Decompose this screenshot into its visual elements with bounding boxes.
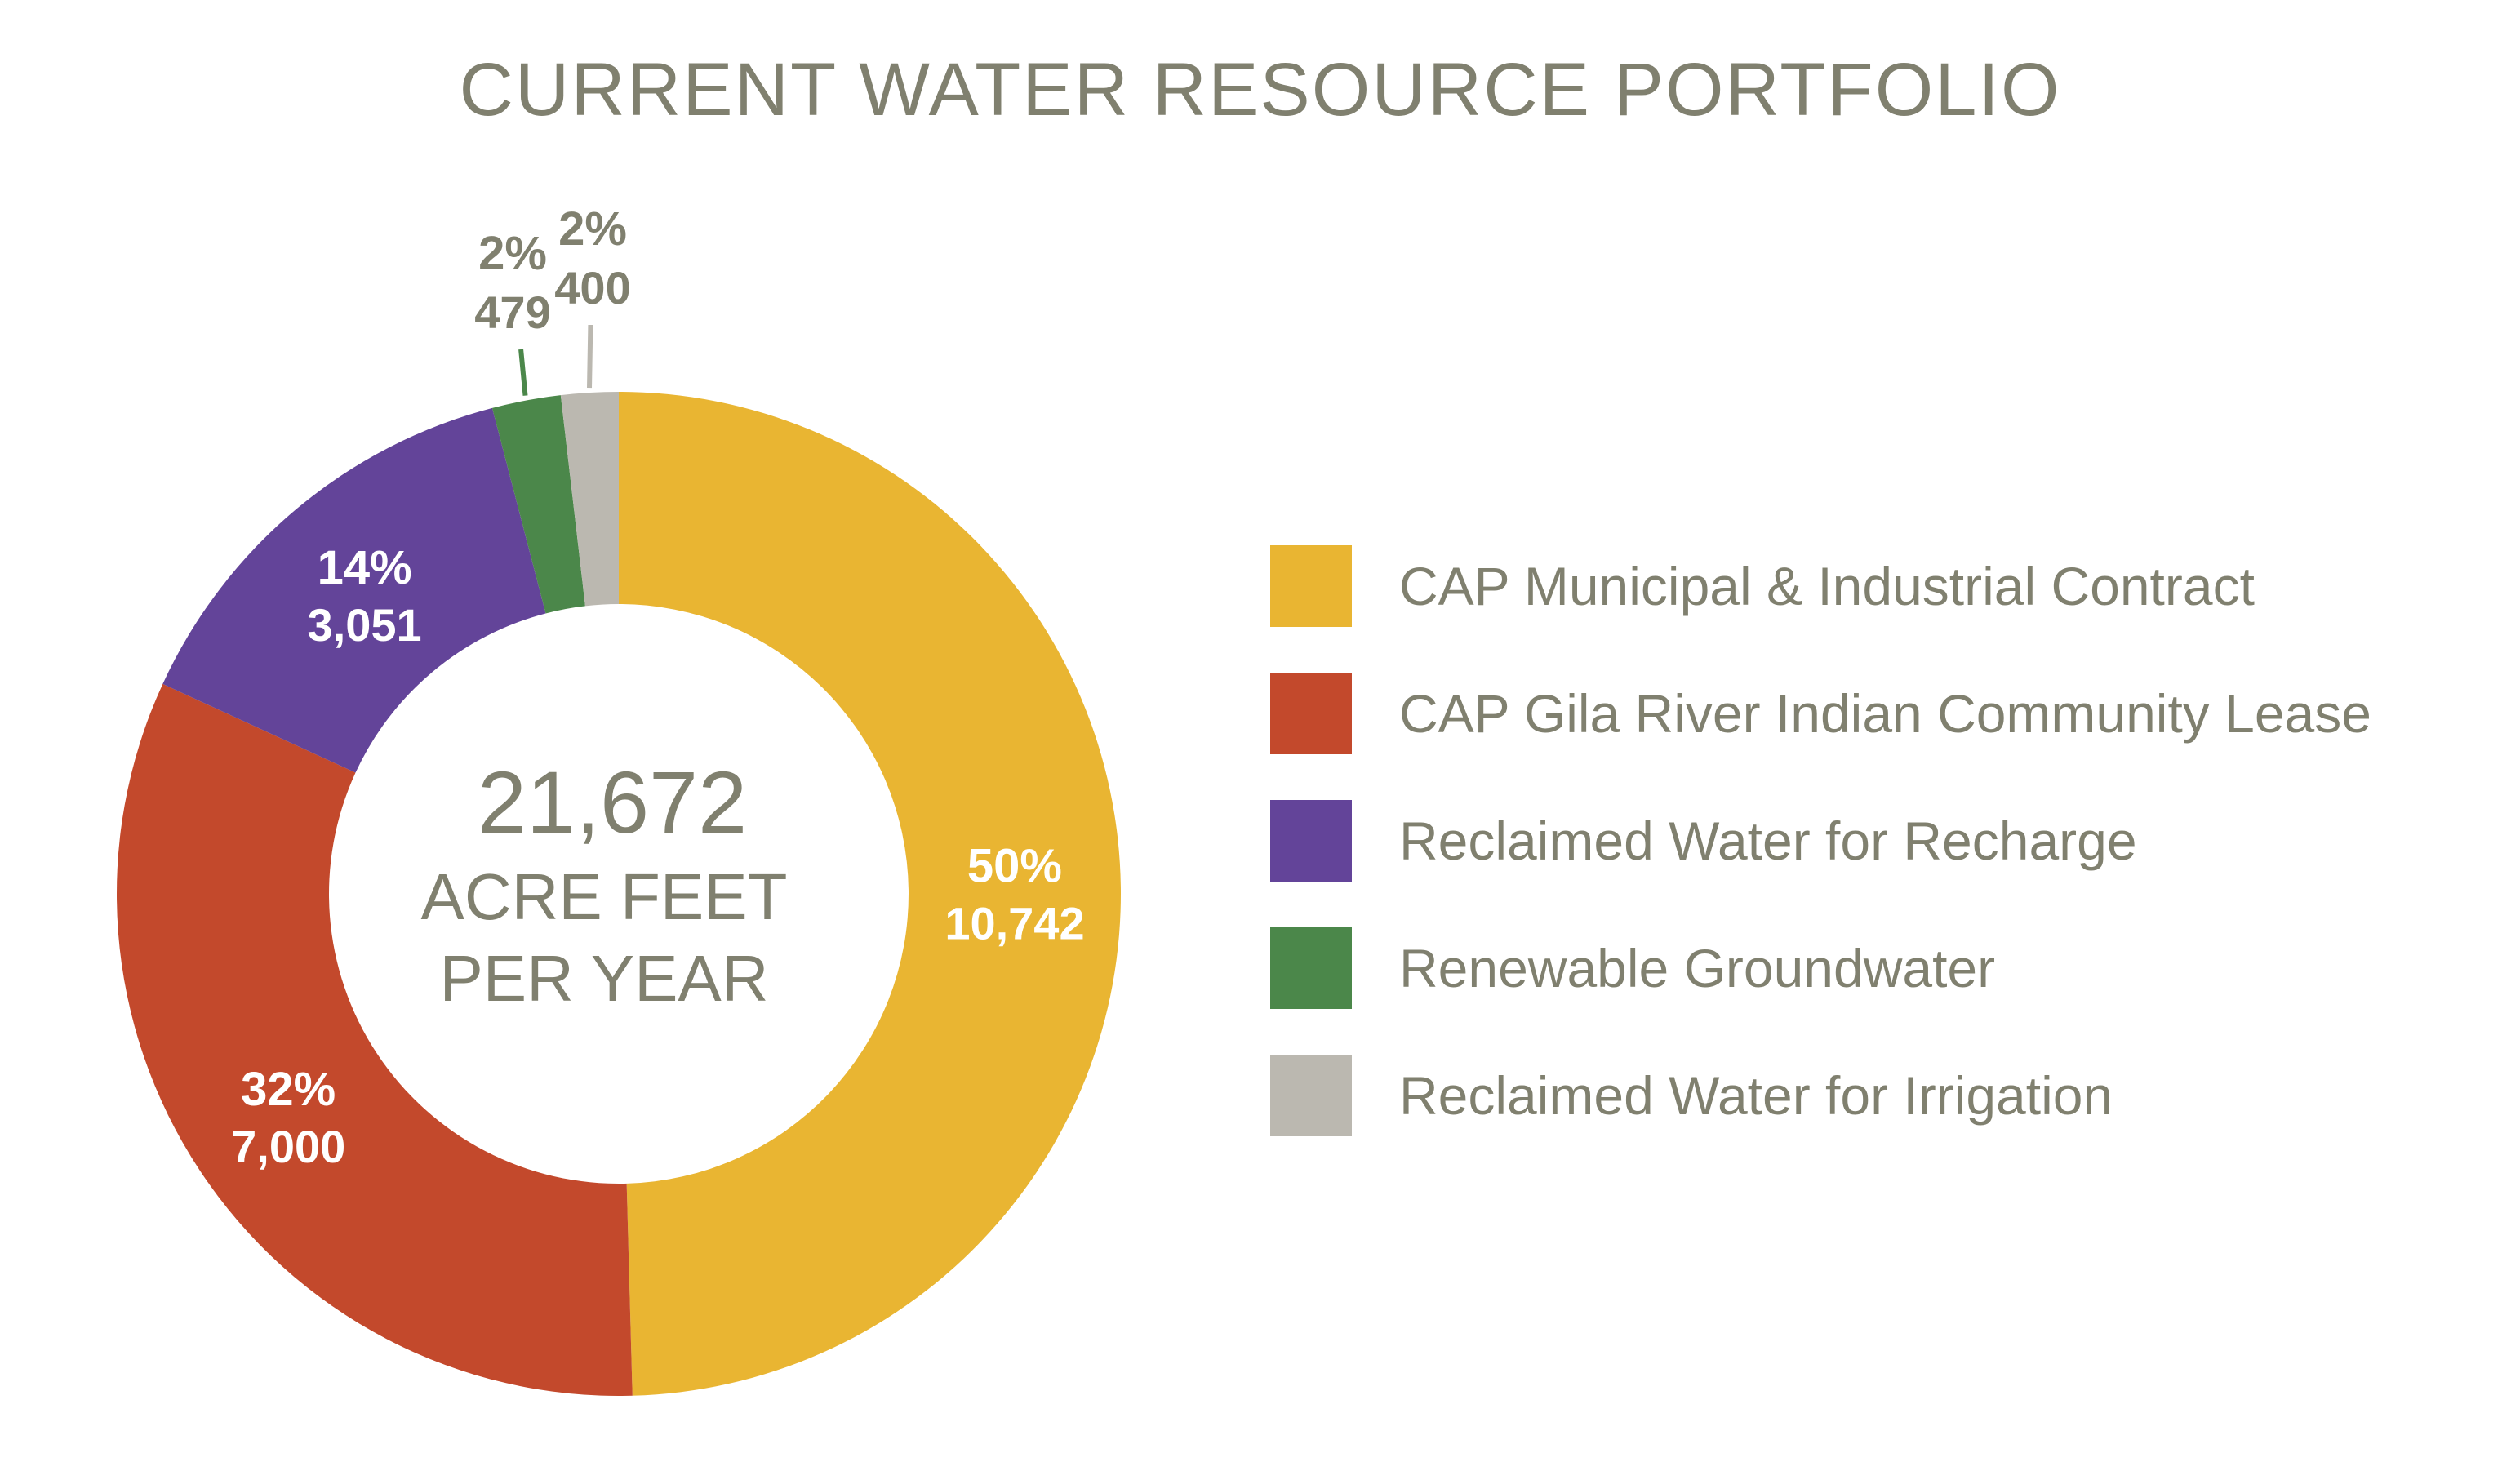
leader-line: [587, 324, 593, 389]
legend-item-renewable-groundwater: Renewable Groundwater: [1270, 927, 2371, 1009]
center-unit-line1: ACRE FEET: [421, 860, 788, 933]
slice-value-label: 3,051: [308, 599, 422, 651]
center-unit-line2: PER YEAR: [439, 942, 768, 1015]
legend-swatch: [1270, 545, 1352, 627]
slice-cap-municipal-and-industrial-contract: [619, 392, 1121, 1396]
donut-slices: [116, 392, 1121, 1396]
legend-item-cap-municipal-and-industrial-contract: CAP Municipal & Industrial Contract: [1270, 545, 2371, 627]
slice-cap-gila-river-indian-community-lease: [116, 683, 633, 1396]
slice-reclaimed-water-for-irrigation: [560, 392, 619, 607]
legend-swatch: [1270, 927, 1352, 1009]
slice-percent-label: 32%: [241, 1063, 336, 1116]
leader-lines: [518, 324, 593, 396]
slice-percent-label: 2%: [558, 202, 627, 256]
chart-title: CURRENT WATER RESOURCE PORTFOLIO: [459, 48, 2061, 131]
legend-item-reclaimed-water-for-recharge: Reclaimed Water for Recharge: [1270, 800, 2371, 882]
slice-percent-label: 14%: [318, 541, 412, 594]
legend-item-cap-gila-river-indian-community-lease: CAP Gila River Indian Community Lease: [1270, 673, 2371, 754]
legend-label: Renewable Groundwater: [1399, 938, 1996, 998]
slice-percent-label: 50%: [967, 839, 1062, 892]
legend-swatch: [1270, 673, 1352, 754]
slice-value-label: 479: [474, 287, 550, 338]
legend: CAP Municipal & Industrial Contract CAP G…: [1270, 545, 2371, 1182]
slice-value-label: 7,000: [231, 1121, 345, 1172]
slice-percent-label: 2%: [478, 227, 547, 280]
center-total: 21,672: [478, 753, 747, 851]
slice-value-label: 400: [554, 262, 630, 313]
slice-value-label: 10,742: [944, 897, 1084, 949]
legend-swatch: [1270, 800, 1352, 882]
slice-reclaimed-water-for-recharge: [162, 407, 546, 773]
leader-line: [518, 349, 528, 396]
legend-label: CAP Gila River Indian Community Lease: [1399, 683, 2371, 744]
legend-label: Reclaimed Water for Irrigation: [1399, 1065, 2113, 1126]
slice-renewable-groundwater: [491, 395, 585, 614]
legend-label: CAP Municipal & Industrial Contract: [1399, 556, 2255, 616]
legend-item-reclaimed-water-for-irrigation: Reclaimed Water for Irrigation: [1270, 1055, 2371, 1136]
legend-swatch: [1270, 1055, 1352, 1136]
legend-label: Reclaimed Water for Recharge: [1399, 811, 2137, 871]
center-label: 21,672 ACRE FEET PER YEAR: [421, 753, 788, 1015]
